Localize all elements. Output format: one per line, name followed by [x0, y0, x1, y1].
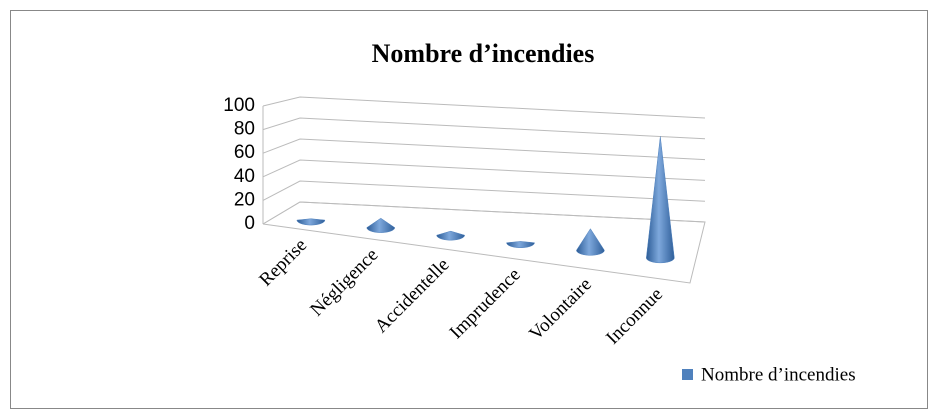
grid-line: [262, 117, 706, 140]
cone: [436, 230, 465, 241]
y-tick-label: 60: [234, 142, 255, 163]
grid-line: [262, 201, 706, 225]
y-tick-label: 0: [244, 213, 255, 234]
cone: [366, 217, 396, 233]
cone: [646, 136, 675, 264]
grid-line: [262, 96, 706, 119]
y-tick-label: 20: [234, 189, 255, 210]
grid-line: [262, 159, 706, 181]
y-tick-label: 80: [234, 119, 255, 140]
cone: [296, 218, 326, 226]
y-tick-label: 100: [223, 95, 255, 116]
chart-frame: [10, 10, 928, 409]
legend-label: Nombre d’incendies: [701, 364, 856, 385]
grid-line: [262, 180, 706, 202]
cone: [506, 241, 535, 248]
legend-swatch: [682, 369, 693, 380]
chart-title: Nombre d’incendies: [372, 39, 595, 68]
cone: [576, 228, 605, 256]
grid-line: [262, 138, 706, 161]
y-tick-label: 40: [234, 166, 255, 187]
